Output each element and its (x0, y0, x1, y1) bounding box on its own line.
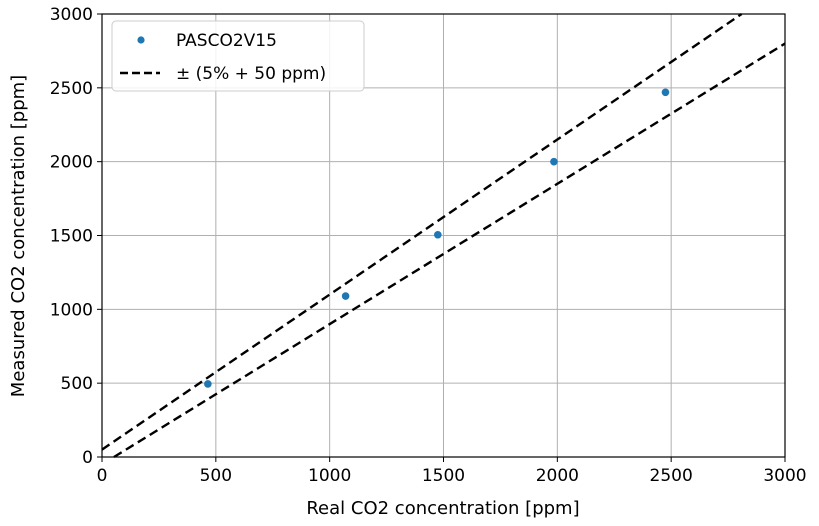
y-tick-label: 3000 (50, 5, 93, 25)
upper-bound-line (101, 13, 743, 451)
x-tick-label: 0 (97, 466, 108, 486)
y-ticks: 0 500 1000 1500 2000 2500 3000 (50, 5, 102, 468)
y-tick-label: 1000 (50, 300, 93, 320)
data-point (661, 88, 670, 97)
y-tick-label: 0 (82, 448, 93, 468)
y-tick-label: 1500 (50, 227, 93, 247)
x-tick-label: 2000 (536, 466, 579, 486)
legend-label-pasco2v15: PASCO2V15 (176, 31, 277, 51)
legend-marker-pasco2v15 (137, 36, 145, 44)
x-axis-label: Real CO2 concentration [ppm] (306, 498, 579, 519)
data-point (434, 230, 442, 239)
x-tick-label: 1000 (308, 466, 351, 486)
lower-bound-line (113, 42, 786, 459)
y-tick-label: 2000 (50, 153, 93, 173)
legend-label-band: ± (5% + 50 ppm) (176, 64, 326, 84)
y-tick-label: 2500 (50, 79, 93, 99)
data-point (204, 380, 212, 388)
data-point (550, 157, 558, 166)
y-axis-label: Measured CO2 concentration [ppm] (8, 75, 29, 397)
legend: PASCO2V15 ± (5% + 50 ppm) (111, 20, 365, 92)
x-ticks: 0 500 1000 1500 2000 2500 3000 (97, 457, 807, 486)
scatter-points (204, 88, 670, 388)
x-tick-label: 3000 (763, 466, 806, 486)
x-tick-label: 500 (200, 466, 232, 486)
x-tick-label: 1500 (422, 466, 465, 486)
legend-box (111, 20, 365, 92)
y-tick-label: 500 (61, 374, 93, 394)
x-tick-label: 2500 (650, 466, 693, 486)
band-lines (101, 13, 786, 459)
data-point (341, 292, 350, 300)
